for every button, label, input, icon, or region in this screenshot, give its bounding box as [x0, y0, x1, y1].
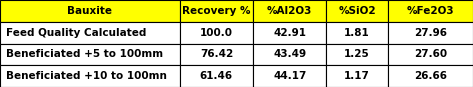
Bar: [388, 22, 473, 44]
Bar: [253, 65, 326, 87]
Text: 42.91: 42.91: [273, 28, 306, 38]
Text: 27.60: 27.60: [414, 49, 447, 59]
Bar: [180, 0, 253, 22]
Bar: [253, 44, 326, 65]
Bar: [180, 65, 253, 87]
Bar: [253, 22, 326, 44]
Bar: [0, 22, 180, 44]
Text: 1.81: 1.81: [344, 28, 370, 38]
Text: %Fe2O3: %Fe2O3: [407, 6, 454, 16]
Text: Beneficiated +5 to 100mm: Beneficiated +5 to 100mm: [6, 49, 163, 59]
Text: 100.0: 100.0: [200, 28, 233, 38]
Bar: [388, 65, 473, 87]
Bar: [326, 0, 388, 22]
Bar: [180, 22, 253, 44]
Text: 43.49: 43.49: [273, 49, 307, 59]
Text: Bauxite: Bauxite: [67, 6, 113, 16]
Bar: [0, 0, 180, 22]
Bar: [0, 65, 180, 87]
Bar: [180, 44, 253, 65]
Bar: [388, 44, 473, 65]
Text: %Al2O3: %Al2O3: [267, 6, 312, 16]
Text: 26.66: 26.66: [414, 71, 447, 81]
Text: Feed Quality Calculated: Feed Quality Calculated: [6, 28, 146, 38]
Text: 44.17: 44.17: [273, 71, 307, 81]
Bar: [326, 22, 388, 44]
Text: 76.42: 76.42: [200, 49, 233, 59]
Text: 1.25: 1.25: [344, 49, 370, 59]
Text: 1.17: 1.17: [344, 71, 370, 81]
Bar: [326, 65, 388, 87]
Text: Recovery %: Recovery %: [182, 6, 251, 16]
Bar: [0, 44, 180, 65]
Bar: [326, 44, 388, 65]
Text: Beneficiated +10 to 100mn: Beneficiated +10 to 100mn: [6, 71, 166, 81]
Bar: [253, 0, 326, 22]
Bar: [388, 0, 473, 22]
Text: 27.96: 27.96: [414, 28, 447, 38]
Text: 61.46: 61.46: [200, 71, 233, 81]
Text: %SiO2: %SiO2: [338, 6, 376, 16]
